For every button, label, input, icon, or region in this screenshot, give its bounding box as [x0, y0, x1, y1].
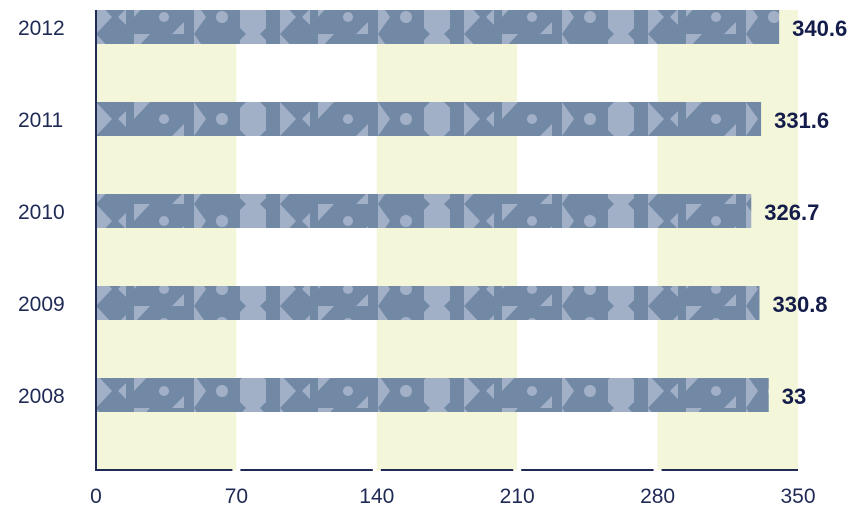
data-label-2012: 340.6 — [792, 16, 847, 41]
x-axis: 0 70 140 210 280 350 — [90, 10, 816, 506]
bar-2012 — [96, 10, 780, 44]
x-tick-label-140: 140 — [359, 485, 394, 506]
bar-2011 — [96, 102, 762, 136]
x-tick-label-350: 350 — [780, 485, 815, 506]
data-label-2008: 33 — [782, 384, 806, 409]
category-label-2009: 2009 — [18, 293, 65, 316]
data-label-2011: 331.6 — [774, 108, 829, 133]
category-label-2010: 2010 — [18, 201, 65, 224]
bar-2009 — [96, 286, 760, 320]
x-tick-label-280: 280 — [640, 485, 675, 506]
bar-2010 — [96, 194, 752, 228]
data-label-2010: 326.7 — [764, 200, 819, 225]
x-tick-label-70: 70 — [225, 485, 248, 506]
x-tick-label-0: 0 — [90, 485, 102, 506]
category-label-2011: 2011 — [18, 109, 63, 132]
data-label-2009: 330.8 — [772, 292, 827, 317]
data-labels: 340.6 331.6 326.7 330.8 33 — [764, 16, 847, 409]
y-axis-labels: 2012 2011 2010 2009 2008 — [18, 17, 65, 408]
category-label-2008: 2008 — [18, 385, 65, 408]
bars-group — [96, 10, 780, 412]
x-tick-label-210: 210 — [500, 485, 535, 506]
category-label-2012: 2012 — [18, 17, 65, 40]
bar-2008 — [96, 378, 769, 412]
